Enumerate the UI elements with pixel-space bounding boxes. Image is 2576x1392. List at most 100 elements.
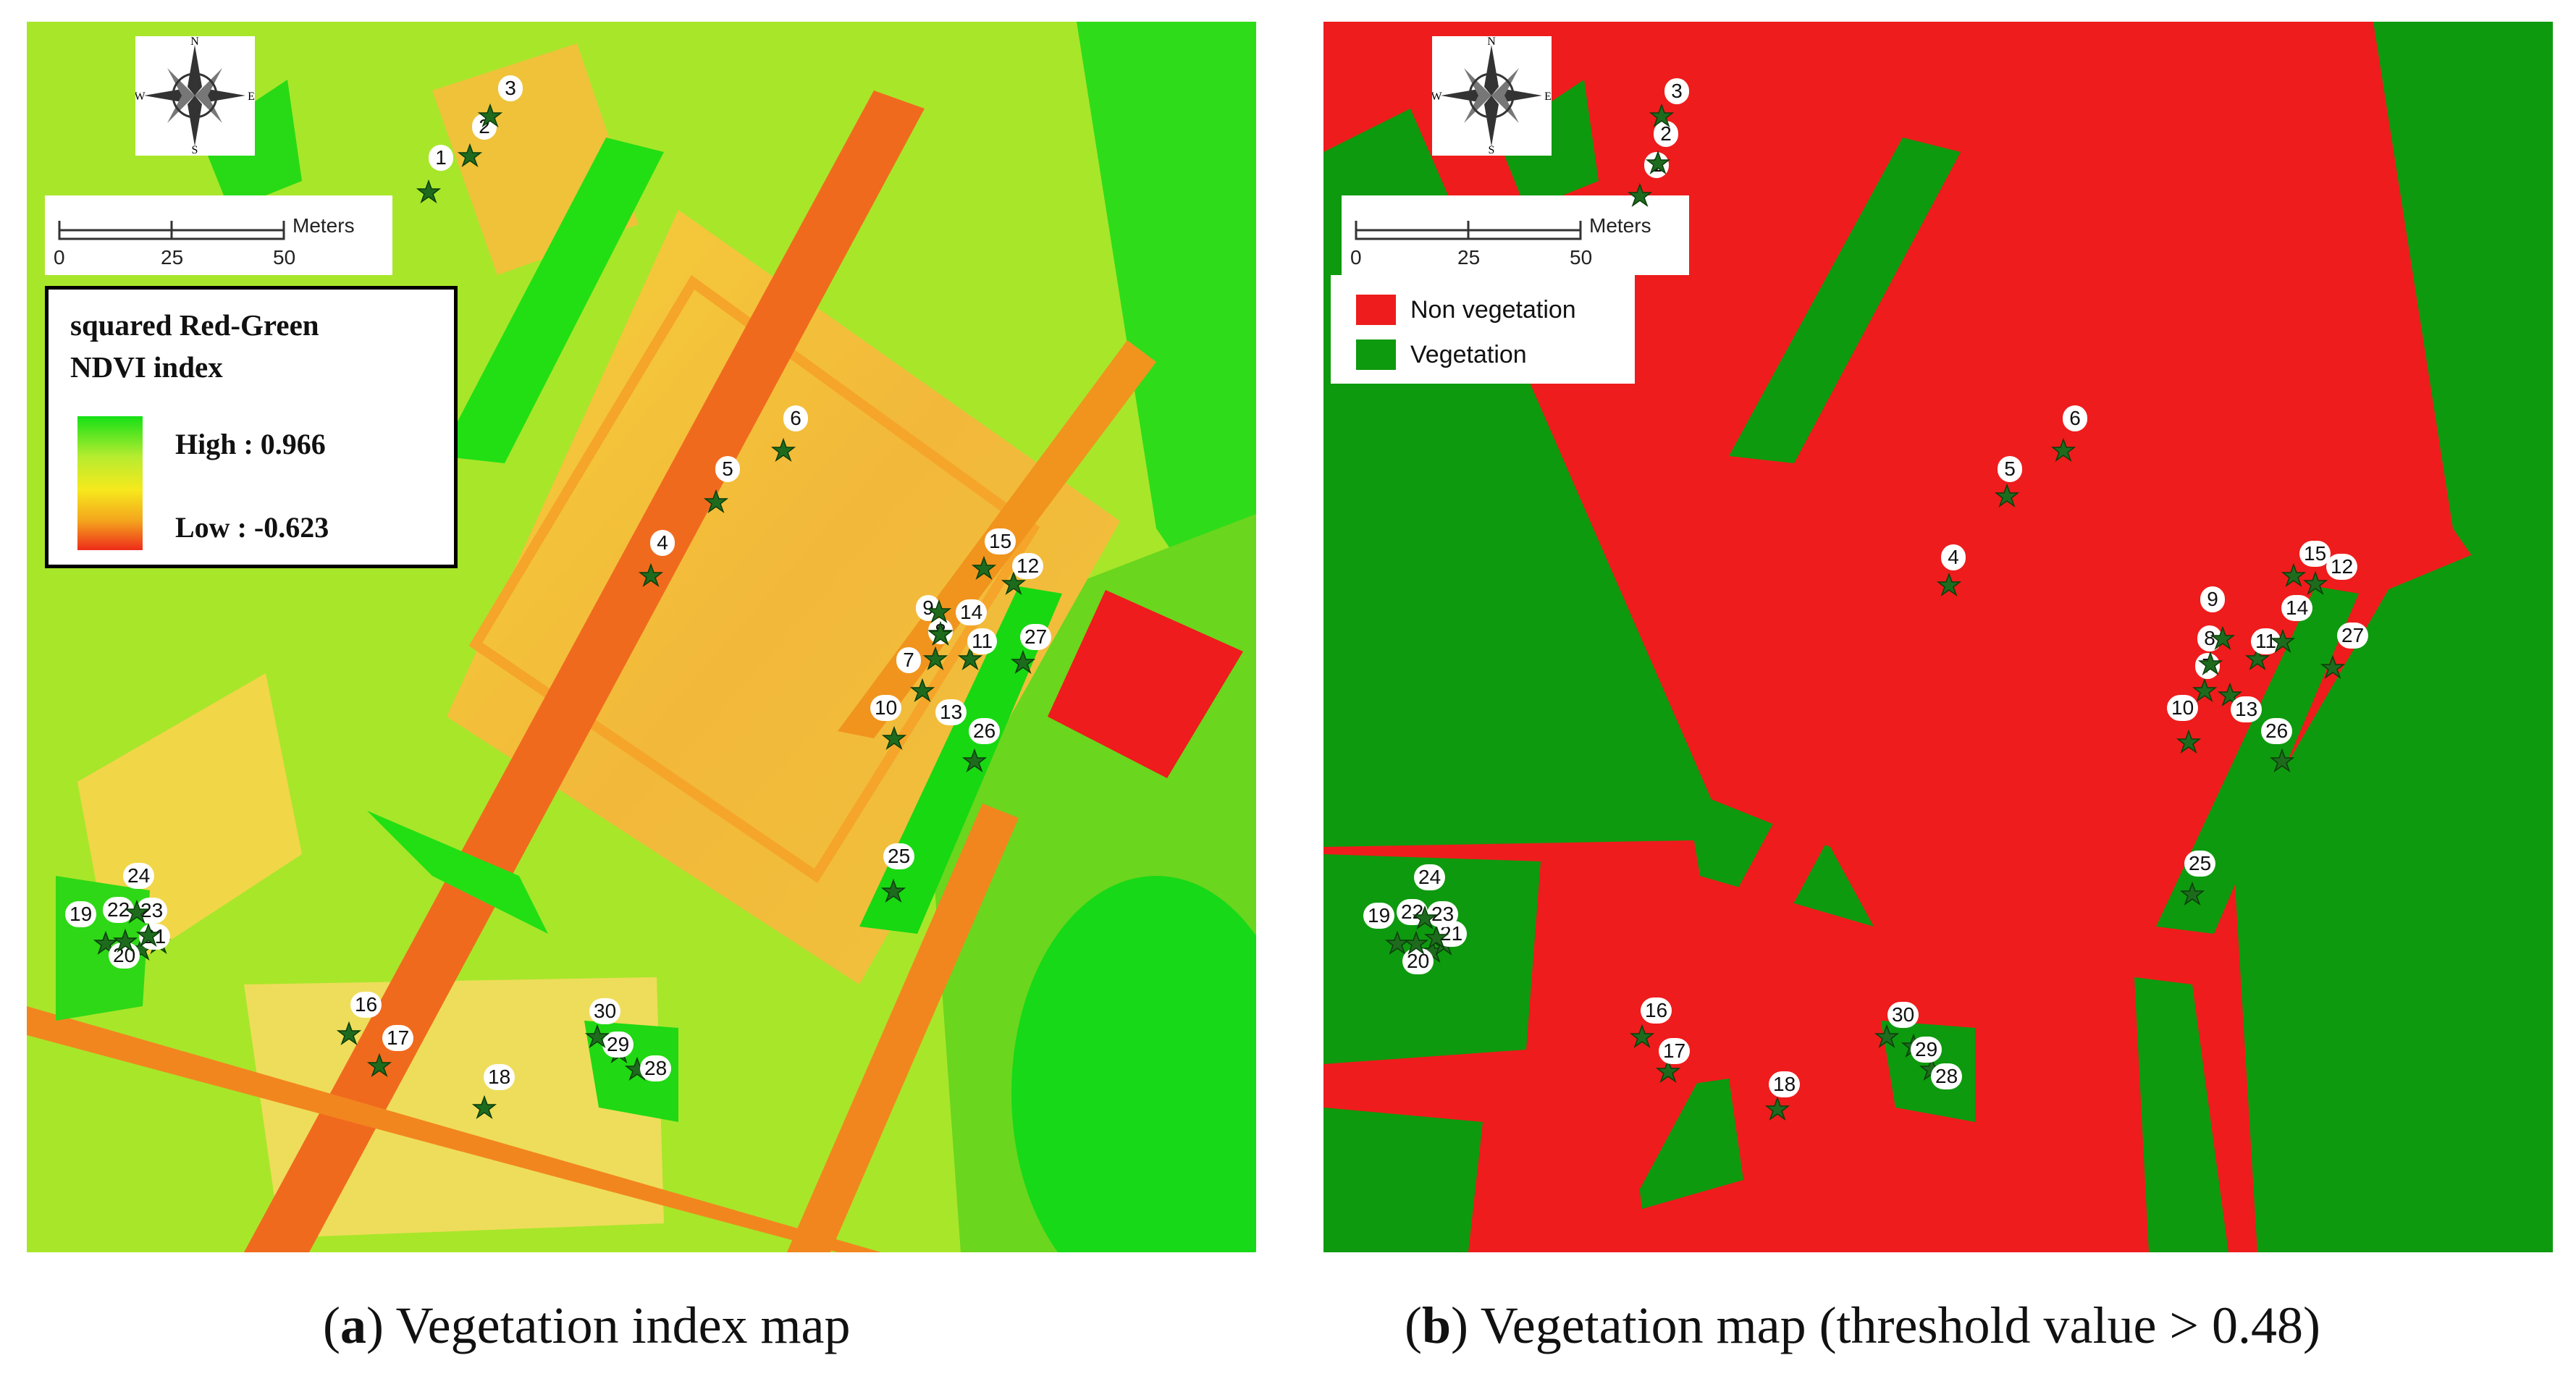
legend-title: squared Red-Green NDVI index <box>70 304 319 388</box>
site-label-27: 27 <box>1020 624 1052 650</box>
site-label-4: 4 <box>650 530 675 556</box>
site-marker-star <box>1656 1059 1680 1083</box>
site-marker-star <box>1424 925 1449 949</box>
site-marker-star <box>927 599 951 623</box>
scale-tick-25: 25 <box>1457 246 1481 269</box>
site-label-19: 19 <box>1363 903 1395 929</box>
legend-label-vegetation: Vegetation <box>1410 340 1527 368</box>
site-label-10: 10 <box>870 695 902 721</box>
site-marker-star <box>93 931 118 955</box>
scale-bar: Meters 0 25 50 <box>45 195 392 275</box>
scale-unit: Meters <box>1589 214 1651 237</box>
site-label-30: 30 <box>1887 1002 1919 1028</box>
site-marker-star <box>639 563 663 587</box>
site-label-17: 17 <box>382 1025 414 1051</box>
north-arrow-compass: N S E W <box>134 35 255 156</box>
legend-title-line2: NDVI index <box>70 350 223 384</box>
site-label-3: 3 <box>1664 78 1689 104</box>
site-label-13: 13 <box>935 699 967 725</box>
site-marker-star <box>2218 683 2242 706</box>
sampling-sites: 1234567891011121314151617181920212223242… <box>27 22 1256 1252</box>
site-label-25: 25 <box>883 843 915 869</box>
site-marker-star <box>910 678 935 702</box>
compass-s: S <box>1489 144 1495 156</box>
compass-w: W <box>135 90 146 103</box>
site-label-29: 29 <box>1911 1037 1942 1063</box>
vegetation-swatch <box>1356 339 1396 370</box>
site-marker-star <box>337 1021 361 1045</box>
compass-e: E <box>1544 90 1552 103</box>
vegetation-map: N S E W Meters 0 25 50 Non vegetation Ve… <box>1323 22 2553 1252</box>
compass-n: N <box>190 36 199 48</box>
site-marker-star <box>458 143 482 167</box>
caption-a: (a) Vegetation index map <box>323 1296 851 1354</box>
site-label-25: 25 <box>2184 851 2216 877</box>
site-label-15: 15 <box>2299 541 2331 567</box>
site-label-1: 1 <box>429 145 453 171</box>
site-marker-star <box>585 1024 610 1048</box>
site-marker-star <box>962 748 987 772</box>
site-label-7: 7 <box>896 647 921 673</box>
legend-item-non-vegetation: Non vegetation <box>1356 294 1576 326</box>
ndvi-raster <box>27 22 1256 1252</box>
scale-tick-0: 0 <box>54 246 65 269</box>
site-label-9: 9 <box>2200 586 2225 612</box>
site-label-24: 24 <box>123 863 155 889</box>
site-label-17: 17 <box>1659 1038 1691 1064</box>
site-label-5: 5 <box>1998 456 2022 482</box>
caption-b-text: Vegetation map (threshold value > 0.48) <box>1468 1296 2321 1354</box>
site-label-14: 14 <box>956 599 988 625</box>
site-label-12: 12 <box>1012 553 1044 579</box>
site-label-13: 13 <box>2231 696 2263 722</box>
north-arrow-compass: N S E W <box>1431 35 1552 156</box>
caption-b: (b) Vegetation map (threshold value > 0.… <box>1405 1296 2321 1354</box>
site-label-11: 11 <box>967 628 998 654</box>
site-marker-star <box>478 104 502 127</box>
legend-color-ramp <box>77 416 143 550</box>
site-marker-star <box>113 929 138 953</box>
site-marker-star <box>2281 563 2306 587</box>
site-label-22: 22 <box>103 897 135 923</box>
site-marker-star <box>1765 1097 1790 1121</box>
site-marker-star <box>1404 931 1428 955</box>
site-marker-star <box>472 1095 497 1119</box>
site-label-16: 16 <box>1641 997 1672 1024</box>
site-marker-star <box>1001 571 1026 595</box>
site-label-29: 29 <box>602 1032 634 1058</box>
site-marker-star <box>2198 651 2223 675</box>
site-marker-star <box>958 646 982 670</box>
compass-n: N <box>1487 36 1496 48</box>
site-label-5: 5 <box>715 456 740 482</box>
scale-tick-50: 50 <box>273 246 296 269</box>
site-label-15: 15 <box>985 528 1016 554</box>
site-marker-star <box>2270 629 2295 653</box>
site-marker-star <box>2210 626 2235 650</box>
site-label-18: 18 <box>1769 1071 1801 1097</box>
legend-label-non-vegetation: Non vegetation <box>1410 295 1576 324</box>
scale-tick-50: 50 <box>1570 246 1593 269</box>
legend-low: Low : -0.623 <box>175 511 329 544</box>
site-marker-star <box>972 556 996 580</box>
vegetation-index-map: N S E W Meters 0 25 50 squared Red-Green… <box>27 22 1256 1252</box>
compass-e: E <box>248 90 255 103</box>
site-marker-star <box>1646 151 1670 174</box>
site-marker-star <box>928 622 953 646</box>
caption-b-letter: b <box>1421 1296 1452 1354</box>
scale-unit: Meters <box>292 214 355 237</box>
site-label-26: 26 <box>2261 718 2293 744</box>
legend-title-line1: squared Red-Green <box>70 308 319 342</box>
site-marker-star <box>1874 1024 1899 1048</box>
site-label-24: 24 <box>1414 864 1446 890</box>
non-vegetation-swatch <box>1356 295 1396 325</box>
caption-a-text: Vegetation index map <box>383 1296 851 1354</box>
site-label-26: 26 <box>969 718 1001 744</box>
vegetation-legend: Non vegetation Vegetation <box>1331 275 1635 384</box>
site-label-3: 3 <box>498 75 523 101</box>
site-label-28: 28 <box>1931 1063 1963 1089</box>
site-marker-star <box>1628 183 1652 207</box>
site-marker-star <box>2176 730 2201 754</box>
site-marker-star <box>1630 1024 1654 1048</box>
site-marker-star <box>125 900 149 924</box>
site-label-20: 20 <box>1402 948 1434 974</box>
site-label-4: 4 <box>1941 544 1966 570</box>
